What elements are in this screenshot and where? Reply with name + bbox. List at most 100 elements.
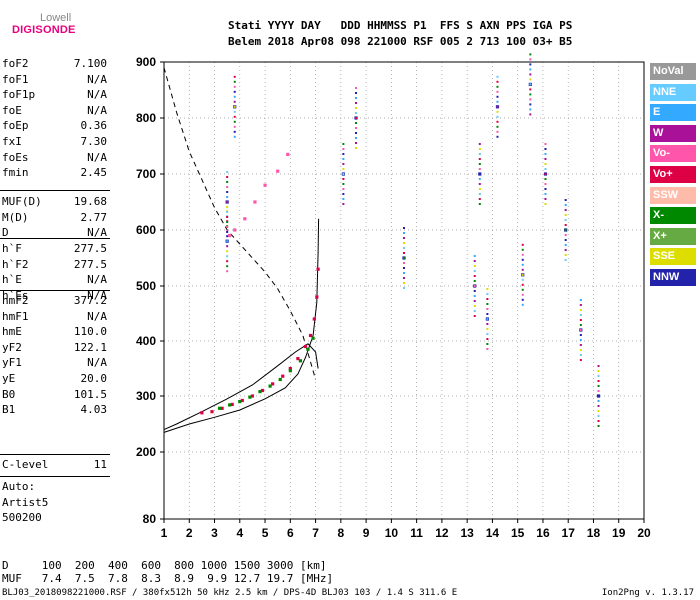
- param-value: N/A: [87, 150, 107, 164]
- x-tick-label: 15: [511, 526, 525, 540]
- streak-point: [564, 204, 567, 206]
- header-labels: Stati YYYY DAY DDD HHMMSS P1 FFS S AXN P…: [228, 19, 573, 32]
- data-point: [286, 152, 290, 156]
- streak-point: [521, 298, 524, 301]
- y-tick-label: 400: [136, 334, 156, 348]
- streak-point: [529, 53, 532, 56]
- legend-item-sse: SSE: [650, 248, 696, 266]
- data-point: [238, 400, 242, 404]
- streak-point: [226, 250, 229, 253]
- x-tick-label: 11: [410, 526, 423, 540]
- streak-point: [233, 80, 236, 83]
- streak-point: [478, 198, 481, 200]
- streak-point: [597, 385, 600, 387]
- parameter-panel: foF2 7.100 foF1 N/A foF1p N/A foE N/A foEp 0.36 fx…: [0, 0, 112, 540]
- streak-point: [233, 135, 236, 138]
- streak-point: [355, 112, 357, 114]
- footer-file-info: BLJ03_2018098221000.RSF / 380fx512h 50 k…: [2, 588, 458, 598]
- streak-point: [233, 90, 236, 93]
- param-label: yE: [2, 372, 16, 385]
- streak-point: [478, 143, 481, 145]
- data-point: [210, 410, 214, 414]
- footer-version: Ion2Png v. 1.3.17: [601, 588, 694, 598]
- x-tick-label: 9: [363, 526, 370, 540]
- streak-point: [342, 178, 345, 180]
- footer-d-row: D 100 200 400 600 800 1000 1500 3000 [km…: [2, 559, 327, 572]
- streak-point: [478, 158, 481, 160]
- data-point: [228, 234, 232, 238]
- data-point: [311, 336, 315, 340]
- param-row-yf2: yF2 122.1: [2, 341, 107, 356]
- param-label: hmF2: [2, 294, 29, 307]
- param-row-fof2: foF2 7.100: [2, 57, 107, 72]
- param-row-b0: B0 101.5: [2, 388, 107, 403]
- streak-point: [226, 270, 229, 273]
- streak-point: [579, 334, 582, 336]
- streak-point: [403, 257, 405, 259]
- streak-point: [478, 173, 481, 175]
- streak-point: [403, 272, 405, 274]
- streak-point: [233, 105, 236, 108]
- param-separator: [0, 238, 110, 239]
- streak-point: [597, 425, 600, 427]
- x-tick-label: 18: [587, 526, 601, 540]
- streak-point: [544, 193, 547, 195]
- streak-point: [473, 260, 476, 262]
- data-point: [230, 402, 234, 406]
- streak-point: [226, 255, 229, 258]
- param-label: fmin: [2, 166, 29, 180]
- param-separator: [0, 476, 110, 477]
- streak-point: [496, 75, 499, 78]
- streak-point: [564, 249, 567, 251]
- streak-point: [342, 183, 345, 185]
- param-value: 20.0: [80, 372, 108, 385]
- streak-point: [478, 148, 481, 150]
- streak-point: [564, 234, 567, 236]
- data-point: [288, 366, 292, 371]
- param-value: N/A: [87, 309, 107, 323]
- streak-point: [496, 130, 499, 133]
- streak-point: [544, 188, 547, 190]
- streak-point: [496, 80, 499, 83]
- streak-point: [579, 324, 582, 326]
- x-tick-label: 5: [262, 526, 269, 540]
- param-row-foep: foEp 0.36: [2, 119, 107, 134]
- streak-point: [486, 288, 489, 290]
- param-label: yF2: [2, 340, 22, 354]
- param-value: 7.30: [80, 135, 108, 148]
- streak-point: [478, 188, 481, 190]
- streak-point: [342, 188, 345, 190]
- streak-point: [579, 344, 582, 346]
- data-point: [278, 377, 282, 382]
- streak-point: [597, 410, 600, 412]
- y-tick-label: 800: [136, 111, 156, 125]
- streak-point: [233, 100, 236, 103]
- streak-point: [226, 216, 229, 218]
- x-tick-label: 17: [562, 526, 576, 540]
- streak-point: [355, 122, 357, 124]
- param-value: 2.45: [80, 166, 108, 180]
- param-value: 11: [93, 458, 107, 471]
- streak-point: [544, 148, 547, 150]
- data-point: [268, 384, 272, 388]
- data-point: [228, 403, 232, 407]
- streak-point: [597, 375, 600, 377]
- streak-point: [564, 219, 567, 221]
- streak-point: [233, 130, 236, 133]
- streak-point: [233, 95, 236, 98]
- param-label: D: [2, 226, 9, 240]
- y-tick-label: 300: [136, 389, 156, 403]
- streak-point: [226, 221, 229, 223]
- param-row-yf1: yF1 N/A: [2, 356, 107, 371]
- curves-layer: [163, 67, 320, 433]
- streak-point: [403, 267, 405, 269]
- streak-point: [496, 125, 499, 128]
- streak-point: [564, 259, 567, 261]
- streak-point: [544, 173, 547, 175]
- streak-point: [597, 370, 600, 372]
- streak-point: [496, 90, 499, 93]
- streak-point: [544, 183, 547, 185]
- param-label: foF2: [2, 57, 29, 70]
- streak-point: [521, 258, 524, 261]
- param-label: C-level: [2, 458, 49, 471]
